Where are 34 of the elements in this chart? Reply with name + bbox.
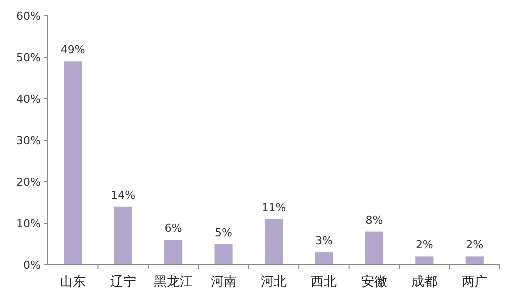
x-tick-label: 两广 [462,275,488,290]
x-tick-label: 辽宁 [110,274,136,290]
bar [416,256,434,265]
x-tick-label: 河南 [210,275,237,290]
bar [64,62,82,265]
data-label: 5% [215,226,233,240]
data-label: 49% [60,44,86,57]
x-tick-label: 河北 [261,275,287,290]
data-label: 8% [366,214,384,227]
x-tick-label: 安徽 [361,274,388,290]
bar [466,256,484,265]
y-tick-label: 50% [16,52,41,64]
bar [365,232,384,265]
x-tick-label: 成都 [412,275,438,290]
bar [315,252,334,265]
x-tick-label: 西北 [311,275,338,290]
data-label: 11% [262,201,286,214]
y-tick-label: 30% [16,134,41,148]
data-label: 14% [111,188,136,202]
data-label: 2% [416,238,434,252]
bar [114,206,132,265]
y-tick-label: 40% [16,93,41,106]
y-tick-label: 60% [16,10,41,23]
x-tick-label: 黑龙江 [154,275,194,290]
x-tick-label: 山东 [60,275,86,290]
y-tick-label: 0% [24,259,41,272]
y-tick-label: 20% [16,176,41,189]
bar [214,244,233,265]
data-label: 2% [466,238,484,252]
data-label: 6% [164,222,182,236]
bar [164,240,183,265]
bar [264,219,284,265]
data-label: 3% [315,234,333,248]
y-tick-label: 10% [16,218,41,230]
